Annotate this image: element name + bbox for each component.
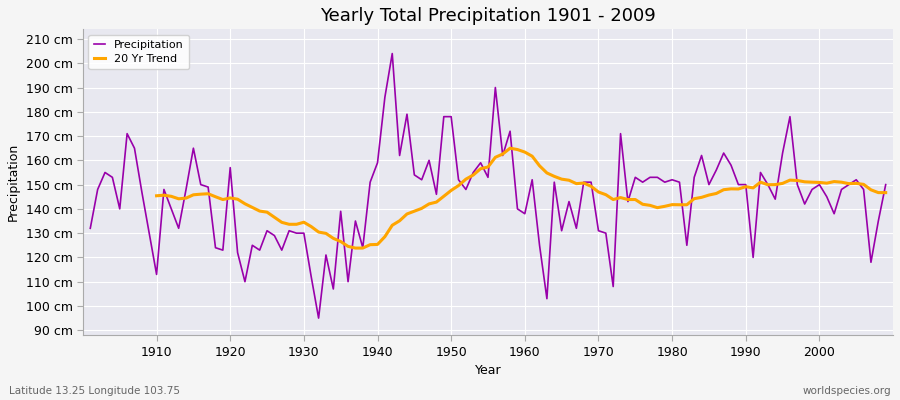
- 20 Yr Trend: [151, 193, 162, 198]
- Precipitation: [534, 243, 544, 248]
- Legend: Precipitation, 20 Yr Trend: Precipitation, 20 Yr Trend: [88, 35, 189, 70]
- Text: worldspecies.org: worldspecies.org: [803, 386, 891, 396]
- 20 Yr Trend: [836, 180, 847, 184]
- 20 Yr Trend: [291, 222, 302, 227]
- Line: 20 Yr Trend: 20 Yr Trend: [157, 148, 886, 248]
- Precipitation: [623, 199, 634, 204]
- 20 Yr Trend: [320, 231, 331, 236]
- 20 Yr Trend: [505, 146, 516, 151]
- 20 Yr Trend: [350, 246, 361, 250]
- 20 Yr Trend: [600, 192, 611, 197]
- Precipitation: [85, 226, 95, 231]
- Line: Precipitation: Precipitation: [90, 54, 886, 318]
- Text: Latitude 13.25 Longitude 103.75: Latitude 13.25 Longitude 103.75: [9, 386, 180, 396]
- Precipitation: [526, 177, 537, 182]
- Precipitation: [357, 245, 368, 250]
- Precipitation: [306, 274, 317, 279]
- Precipitation: [144, 231, 155, 236]
- 20 Yr Trend: [859, 182, 869, 187]
- Title: Yearly Total Precipitation 1901 - 2009: Yearly Total Precipitation 1901 - 2009: [320, 7, 656, 25]
- Y-axis label: Precipitation: Precipitation: [7, 143, 20, 221]
- Precipitation: [313, 316, 324, 320]
- 20 Yr Trend: [880, 190, 891, 195]
- 20 Yr Trend: [542, 170, 553, 175]
- Precipitation: [880, 182, 891, 187]
- X-axis label: Year: Year: [474, 364, 501, 377]
- Precipitation: [387, 51, 398, 56]
